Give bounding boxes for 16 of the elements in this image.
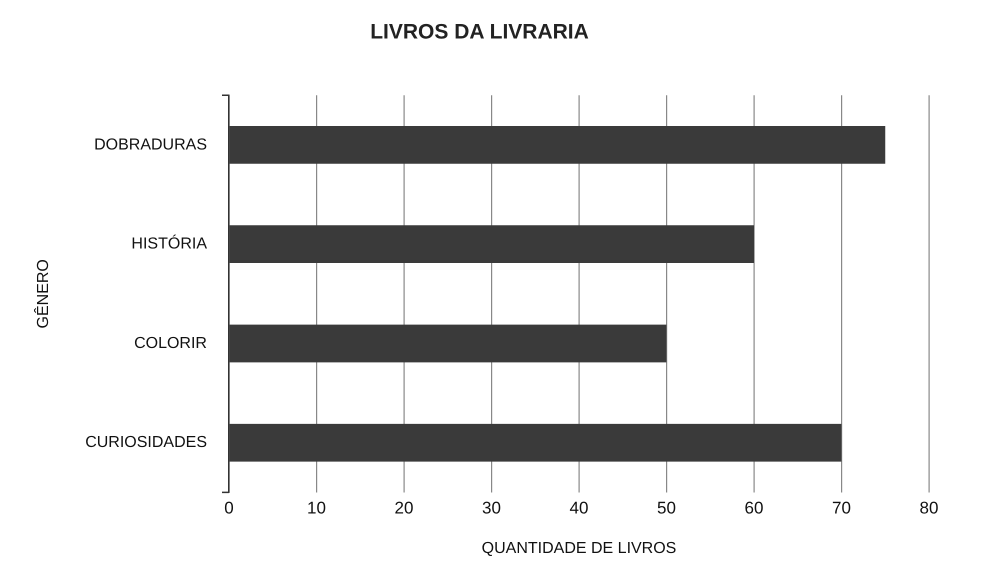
y-tick-label: CURIOSIDADES: [85, 434, 207, 452]
x-tick-label: 30: [482, 498, 501, 518]
chart-title: LIVROS DA LIVRARIA: [370, 20, 589, 44]
x-tick-label: 60: [744, 498, 764, 518]
x-tick-label: 40: [570, 498, 588, 518]
y-axis-title: GÊNERO: [34, 259, 52, 328]
x-tick-label: 50: [657, 498, 676, 518]
y-tick-label: HISTÓRIA: [131, 234, 208, 253]
y-tick-label: COLORIR: [134, 334, 207, 352]
x-tick-label: 10: [307, 498, 326, 518]
x-axis-title: QUANTIDADE DE LIVROS: [482, 540, 676, 557]
x-tick-label: 0: [224, 498, 234, 518]
y-tick-label: DOBRADURAS: [94, 136, 207, 154]
x-tick-label: 80: [920, 498, 938, 518]
x-tick-label: 70: [832, 498, 851, 518]
x-tick-label: 20: [394, 498, 414, 518]
